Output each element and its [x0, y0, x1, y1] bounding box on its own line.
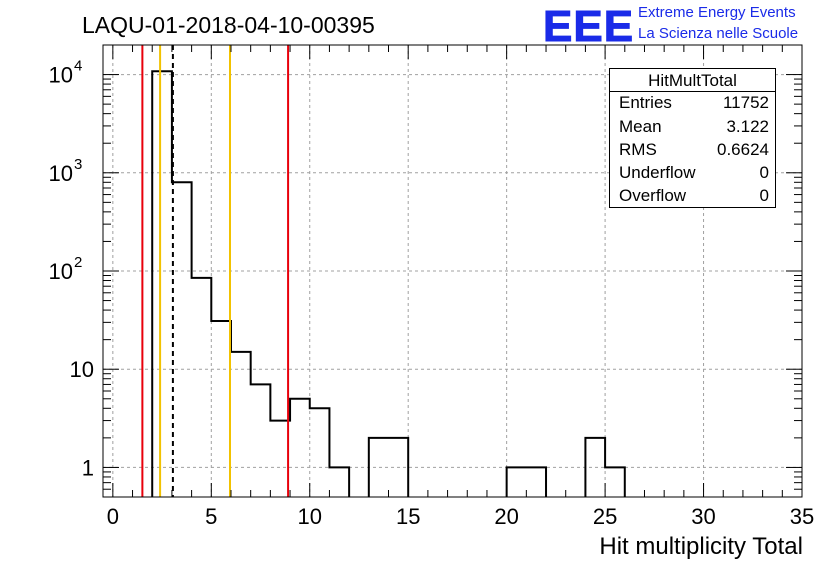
stats-row-underflow: Underflow 0	[619, 163, 769, 185]
histogram-bin	[251, 384, 271, 497]
stats-divider	[610, 91, 775, 92]
stats-value: 3.122	[726, 117, 769, 136]
stats-label: Underflow	[619, 163, 696, 182]
stats-row-overflow: Overflow 0	[619, 186, 769, 208]
logo-line-2: La Scienza nelle Scuole	[638, 25, 799, 42]
x-tick-label: 10	[298, 504, 322, 529]
stats-value: 0	[759, 186, 769, 205]
y-tick-exponent: 4	[74, 58, 82, 75]
stats-label: Entries	[619, 93, 672, 112]
y-tick-label: 10	[70, 357, 94, 382]
stats-title: HitMultTotal	[648, 71, 737, 90]
stats-label: Mean	[619, 117, 662, 136]
y-tick-label: 10	[49, 259, 73, 284]
stats-row-rms: RMS 0.6624	[619, 140, 769, 162]
stats-value: 0.6624	[717, 140, 769, 159]
x-tick-label: 5	[205, 504, 217, 529]
x-tick-label: 15	[396, 504, 420, 529]
y-tick-label: 1	[82, 455, 94, 480]
histogram-bin	[526, 467, 546, 497]
stats-row-mean: Mean 3.122	[619, 117, 769, 139]
x-tick-label: 35	[790, 504, 814, 529]
x-tick-label: 30	[691, 504, 715, 529]
y-tick-label: 10	[49, 161, 73, 186]
histogram-bin	[310, 408, 330, 497]
stats-label: Overflow	[619, 186, 687, 205]
y-tick-exponent: 3	[74, 156, 82, 173]
x-axis-title: Hit multiplicity Total	[599, 533, 803, 560]
x-tick-label: 25	[593, 504, 617, 529]
histogram-title: LAQU-01-2018-04-10-00395	[82, 12, 375, 38]
histogram-bin	[172, 182, 192, 497]
y-tick-label: 10	[49, 63, 73, 88]
histogram-bins	[152, 71, 625, 497]
histogram-bin	[290, 399, 310, 497]
histogram-bin	[507, 467, 527, 497]
stats-box: HitMultTotal Entries 11752 Mean 3.122 RM…	[609, 68, 776, 208]
logo-line-1: Extreme Energy Events	[638, 4, 796, 21]
histogram-bin	[605, 467, 625, 497]
x-tick-label: 20	[494, 504, 518, 529]
x-tick-label: 0	[107, 504, 119, 529]
y-tick-exponent: 2	[74, 254, 82, 271]
histogram-bin	[152, 71, 172, 497]
stats-row-entries: Entries 11752	[619, 93, 769, 115]
histogram-outline	[151, 70, 626, 497]
histogram-bin	[211, 321, 231, 497]
eee-logo: EEE	[542, 2, 635, 52]
stats-label: RMS	[619, 140, 657, 159]
histogram-bin	[329, 467, 349, 497]
histogram-bin	[231, 352, 251, 497]
stats-value: 0	[759, 163, 769, 182]
stats-value: 11752	[722, 93, 769, 112]
histogram-bin	[192, 278, 212, 497]
